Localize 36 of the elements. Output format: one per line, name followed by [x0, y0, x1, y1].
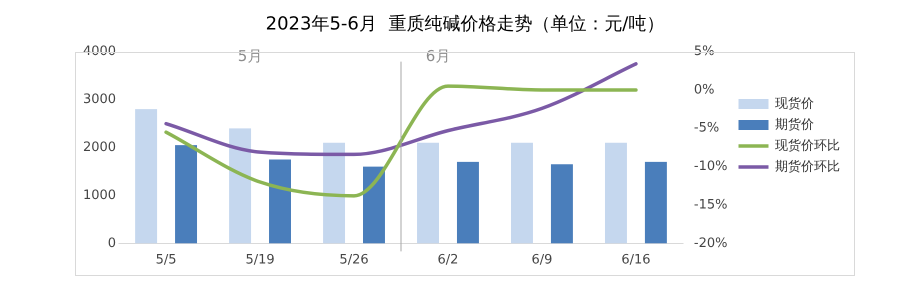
x-tick-label: 5/26 — [339, 252, 369, 268]
bar — [550, 164, 573, 244]
x-tick-label: 6/16 — [621, 252, 651, 268]
x-tick-label: 5/5 — [156, 252, 177, 268]
bar — [229, 128, 252, 244]
bar — [511, 142, 533, 244]
y2-tick-label: -20% — [694, 236, 728, 251]
bar — [175, 145, 198, 244]
y-tick-label: 3000 — [82, 92, 116, 107]
legend-label: 期货价环比 — [775, 159, 840, 174]
x-tick-label: 6/2 — [438, 252, 458, 268]
annotation: 5月 — [238, 46, 262, 65]
bar — [417, 142, 439, 244]
line-series — [164, 62, 638, 156]
legend-label: 期货价 — [775, 117, 814, 132]
y2-tick-label: -15% — [694, 197, 728, 212]
y2-tick-label: -5% — [694, 120, 720, 136]
x-tick-label: 5/19 — [245, 252, 275, 268]
y-tick-label: 0 — [108, 236, 116, 251]
y-tick-label: 1000 — [82, 188, 116, 203]
y2-tick-label: 0% — [694, 82, 715, 98]
legend-label: 现货价 — [775, 96, 814, 112]
legend-label: 现货价环比 — [775, 138, 840, 154]
chart-title: 2023年5-6月 重质纯碱价格走势（单位：元/吨） — [266, 13, 664, 34]
x-tick-label: 6/9 — [531, 252, 552, 268]
y2-tick-label: -10% — [694, 159, 728, 174]
annotation: 6月 — [426, 46, 450, 65]
bar — [135, 109, 158, 244]
bar — [604, 142, 627, 244]
bar — [456, 162, 479, 244]
bar — [363, 166, 385, 244]
y-tick-label: 2000 — [82, 140, 116, 155]
bar — [644, 162, 667, 244]
bar — [269, 159, 291, 244]
bar — [323, 142, 346, 244]
line-series — [164, 84, 638, 198]
